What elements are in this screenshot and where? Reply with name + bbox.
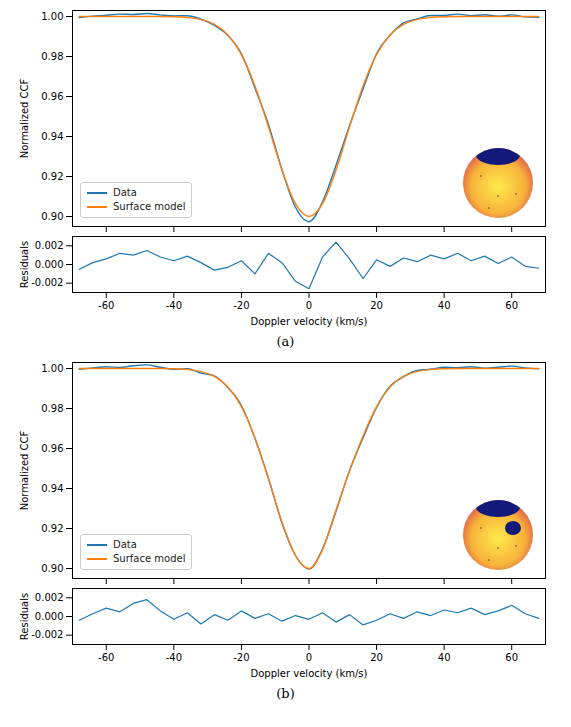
svg-text:0.94: 0.94 [41,131,63,142]
svg-text:Doppler velocity (km/s): Doppler velocity (km/s) [251,316,368,327]
svg-text:-0.002: -0.002 [31,629,63,640]
html-text:Surface model: Surface model [113,553,186,564]
svg-text:60: 60 [505,652,518,663]
svg-text:0.002: 0.002 [35,592,64,603]
svg-text:-60: -60 [98,652,114,663]
svg-text:0.000: 0.000 [35,611,64,622]
svg-text:1.00: 1.00 [41,11,63,22]
svg-text:Normalized CCF: Normalized CCF [19,430,30,510]
svg-text:Doppler velocity (km/s): Doppler velocity (km/s) [251,668,368,679]
svg-text:0.92: 0.92 [41,523,63,534]
svg-text:60: 60 [505,300,518,311]
svg-text:0.98: 0.98 [41,51,63,62]
svg-text:0.94: 0.94 [41,483,63,494]
svg-text:-20: -20 [233,652,249,663]
svg-text:0.000: 0.000 [35,259,64,270]
svg-text:-20: -20 [233,300,249,311]
svg-text:0.002: 0.002 [35,240,64,251]
svg-text:1.00: 1.00 [41,363,63,374]
svg-text:0.92: 0.92 [41,171,63,182]
svg-text:-40: -40 [166,300,182,311]
html-text:Surface model: Surface model [113,201,186,212]
svg-text:0: 0 [306,300,312,311]
svg-text:-60: -60 [98,300,114,311]
svg-text:0.90: 0.90 [41,211,63,222]
svg-text:20: 20 [370,652,383,663]
svg-text:0.90: 0.90 [41,563,63,574]
html-text:(a): (a) [276,334,295,349]
html-text:Data: Data [113,187,137,198]
svg-text:Normalized CCF: Normalized CCF [19,78,30,158]
svg-text:Residuals: Residuals [19,241,30,288]
svg-text:0.98: 0.98 [41,403,63,414]
svg-text:0.96: 0.96 [41,91,63,102]
html-text:(b): (b) [276,686,295,701]
svg-text:40: 40 [438,300,451,311]
svg-text:0: 0 [306,652,312,663]
svg-text:Residuals: Residuals [19,593,30,640]
svg-text:0.96: 0.96 [41,443,63,454]
html-text:Data: Data [113,539,137,550]
svg-text:40: 40 [438,652,451,663]
svg-text:20: 20 [370,300,383,311]
svg-text:-0.002: -0.002 [31,277,63,288]
svg-text:-40: -40 [166,652,182,663]
